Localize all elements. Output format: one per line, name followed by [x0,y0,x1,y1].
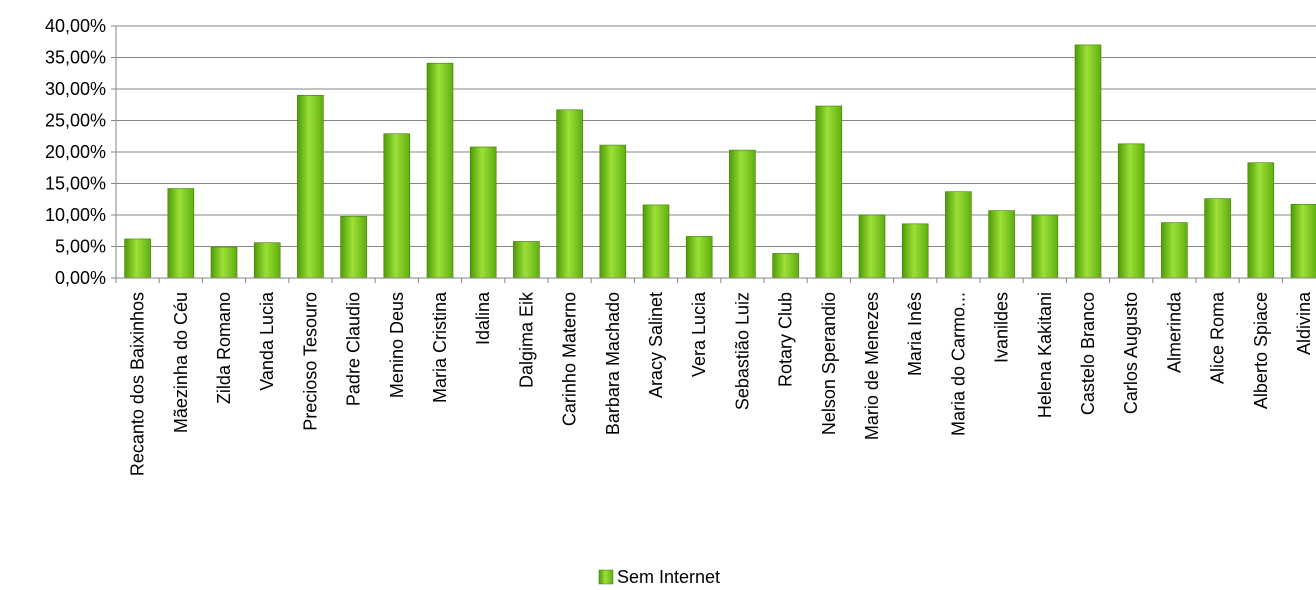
y-tick-label: 35,00% [45,48,106,68]
x-tick-label: Zilda Romano [214,292,234,404]
bar [901,223,929,279]
bar [297,95,324,279]
bar [1247,162,1275,279]
bar [1074,44,1102,279]
y-tick-label: 0,00% [55,268,106,288]
x-tick-label: Idalina [473,291,493,345]
x-tick-label: Castelo Branco [1078,292,1098,415]
x-tick-label: Mãezinha do Céu [171,292,191,433]
bar-series [124,44,1316,279]
x-tick-label: Vera Lucia [689,291,709,377]
x-tick-label: Sebastião Luiz [732,292,752,410]
x-tick-label: Barbara Machado [603,292,623,435]
x-axis: Recanto dos Baixinhos Mãezinha do Céu Zild… [115,277,1316,476]
x-tick-label: Helena Kakitani [1035,292,1055,418]
bar [513,241,540,279]
bar [426,62,454,279]
bar [383,133,411,279]
x-tick-label: Rotary Club [776,292,796,387]
bar [815,105,843,279]
legend-swatch [598,569,614,585]
x-tick-label: Recanto dos Baixinhos [128,292,148,476]
legend-label: Sem Internet [617,567,720,587]
x-tick-label: Carinho Materno [560,292,580,426]
bar [729,149,756,279]
x-tick-label: Aracy Salinet [646,292,666,398]
x-tick-label: Nelson Sperandio [819,292,839,435]
bar [210,246,238,279]
bar [1117,143,1145,279]
y-tick-label: 20,00% [45,142,106,162]
bar [1161,222,1188,279]
x-tick-label: Alice Roma [1208,291,1228,384]
y-tick-label: 15,00% [45,174,106,194]
bar [642,204,670,279]
x-tick-label: Maria Cristina [430,291,450,403]
bar [945,191,972,279]
x-tick-label: Dalgima Eik [516,291,536,388]
bar [1031,214,1059,279]
x-tick-label: Menino Deus [387,292,407,398]
bar [1204,198,1231,279]
y-tick-label: 30,00% [45,79,106,99]
y-tick-label: 10,00% [45,205,106,225]
x-tick-label: Maria Inês [905,292,925,376]
bar [469,146,497,279]
legend: Sem Internet [598,567,720,587]
x-tick-label: Padre Claudio [344,292,364,406]
bar [988,210,1015,279]
bar [858,214,886,279]
y-tick-label: 5,00% [55,237,106,257]
bar [167,188,195,279]
x-tick-label: Mario de Menezes [862,292,882,440]
x-tick-label: Alberto Spiace [1251,292,1271,409]
x-tick-label: Precioso Tesouro [300,292,320,431]
x-tick-label: Vanda Lucia [257,291,277,391]
y-tick-label: 25,00% [45,111,106,131]
bar [556,109,583,279]
x-tick-label: Aldivina [1294,291,1314,355]
x-tick-label: Ivanildes [992,292,1012,363]
x-tick-label: Carlos Augusto [1121,292,1141,414]
bar [1290,203,1316,279]
y-axis: 0,00% 5,00% 10,00% 15,00% 20,00% 25,00% 30,00%… [45,16,117,288]
x-tick-label: Almerinda [1164,291,1184,373]
bar [340,215,367,279]
x-tick-label: Maria do Carmo... [948,292,968,436]
bar [124,238,151,279]
y-tick-label: 40,00% [45,16,106,36]
bar [253,242,281,279]
bar [599,144,627,279]
bar [772,253,799,279]
bar [685,236,713,279]
